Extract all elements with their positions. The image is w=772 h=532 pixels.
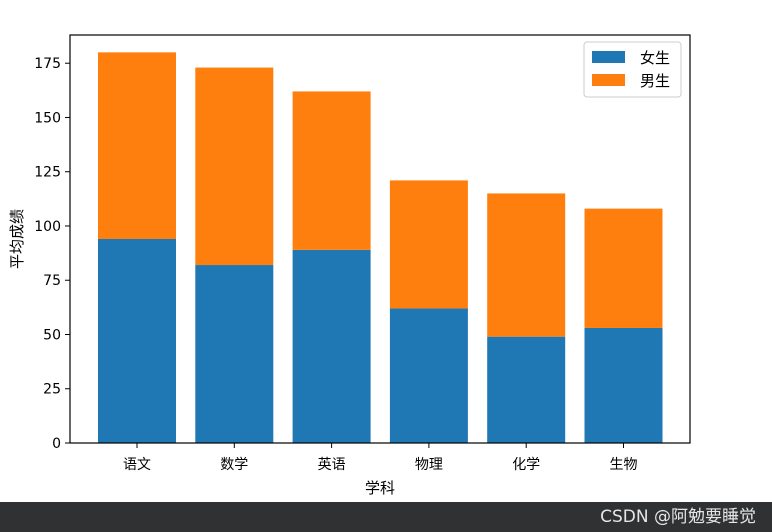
y-tick-label: 75 — [43, 273, 61, 289]
x-axis-ticks: 语文 数学 英语 物理 化学 生物 — [123, 443, 638, 473]
x-tick-label: 生物 — [610, 457, 638, 473]
legend-label-female: 女生 — [640, 49, 670, 67]
y-tick-label: 175 — [34, 56, 61, 72]
bar-male-1 — [195, 67, 274, 266]
bar-female-5 — [584, 327, 663, 443]
bars-layer — [98, 52, 663, 443]
y-axis-label: 平均成绩 — [8, 209, 26, 269]
x-tick-label: 语文 — [123, 457, 151, 473]
bar-male-3 — [389, 180, 468, 309]
x-tick-label: 化学 — [512, 457, 540, 473]
bar-male-0 — [98, 52, 176, 240]
bar-female-4 — [487, 336, 566, 443]
y-tick-label: 150 — [34, 110, 61, 126]
stacked-bar-chart: 0 25 50 75 100 125 150 175 语文 数学 英语 物理 化学 生物 学科 平均成绩… — [8, 34, 691, 497]
bar-female-3 — [389, 308, 468, 443]
bar-female-2 — [292, 249, 371, 443]
footer-bar — [0, 502, 772, 532]
y-tick-label: 125 — [34, 165, 61, 181]
bar-male-4 — [487, 193, 566, 337]
y-tick-label: 0 — [52, 436, 61, 452]
legend-label-male: 男生 — [640, 72, 670, 90]
watermark-text: CSDN @阿勉要睡觉 — [600, 507, 756, 527]
bar-female-0 — [98, 239, 176, 443]
y-tick-label: 50 — [43, 327, 61, 343]
bar-female-1 — [195, 265, 274, 443]
bar-male-2 — [292, 91, 371, 250]
y-axis-ticks: 0 25 50 75 100 125 150 175 — [34, 56, 70, 452]
y-tick-label: 25 — [43, 382, 61, 398]
legend-swatch-male — [592, 74, 625, 86]
x-axis-label: 学科 — [365, 479, 395, 497]
x-tick-label: 英语 — [318, 456, 346, 473]
y-tick-label: 100 — [34, 219, 61, 235]
legend-swatch-female — [592, 51, 625, 63]
x-tick-label: 数学 — [220, 457, 248, 473]
bar-male-5 — [584, 208, 663, 328]
axes-frame — [69, 34, 691, 444]
x-tick-label: 物理 — [415, 457, 443, 473]
